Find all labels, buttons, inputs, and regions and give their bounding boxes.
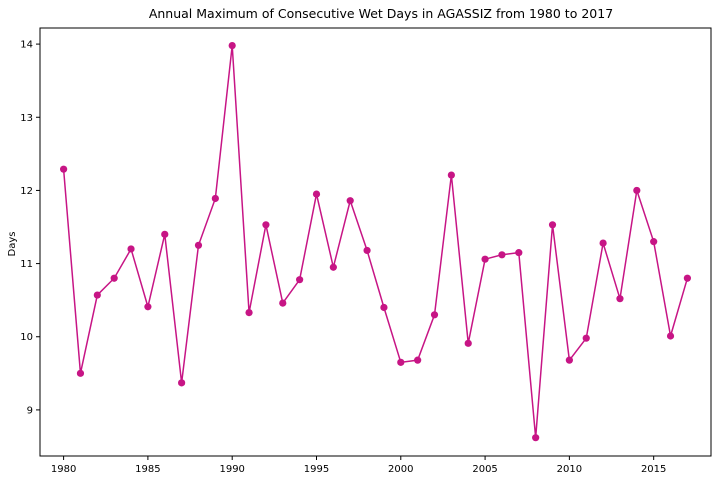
data-point (498, 251, 506, 259)
x-tick-label: 1985 (135, 464, 160, 475)
series-line (62, 45, 689, 438)
data-point (312, 190, 321, 198)
data-point (363, 246, 371, 255)
y-tick-label: 10 (20, 332, 33, 343)
data-point (211, 194, 219, 203)
data-point (548, 221, 557, 229)
y-axis-label: Days (7, 232, 18, 257)
data-point (178, 379, 186, 387)
x-axis-ticks: 1980 1985 1990 1995 2000 2005 2010 2015 (51, 456, 666, 475)
data-point (565, 356, 573, 364)
y-tick-label: 9 (27, 405, 33, 416)
data-point (144, 303, 152, 311)
data-point (464, 339, 472, 347)
data-point (515, 249, 523, 257)
chart-title: Annual Maximum of Consecutive Wet Days i… (149, 6, 613, 21)
data-point (76, 369, 85, 377)
data-point (296, 276, 304, 284)
data-point (110, 274, 118, 282)
y-tick-label: 13 (20, 113, 33, 124)
data-point (329, 263, 337, 271)
data-point (245, 309, 253, 317)
data-point (161, 230, 169, 238)
data-point (582, 334, 590, 342)
data-point (380, 303, 388, 312)
x-tick-label: 2010 (557, 464, 582, 475)
x-tick-label: 2000 (388, 464, 413, 475)
data-point (228, 41, 236, 50)
y-tick-label: 11 (20, 259, 33, 270)
plot-frame (39, 27, 712, 457)
data-point (650, 238, 658, 246)
y-tick-label: 14 (20, 40, 33, 51)
data-point (127, 245, 135, 253)
data-point (683, 274, 691, 282)
y-tick-label: 12 (20, 186, 33, 197)
data-point (633, 186, 641, 195)
data-point (666, 332, 675, 340)
data-point (279, 299, 287, 307)
data-point (60, 165, 68, 173)
x-tick-label: 1995 (304, 464, 329, 475)
data-point (532, 434, 540, 442)
series-days (60, 41, 691, 442)
data-point (262, 221, 270, 229)
data-point (481, 255, 489, 263)
x-tick-label: 1990 (219, 464, 244, 475)
data-point (194, 241, 203, 249)
data-point (430, 311, 439, 319)
data-point (397, 358, 405, 366)
data-point (93, 291, 101, 299)
x-tick-label: 2015 (641, 464, 666, 475)
data-point (447, 171, 455, 179)
x-tick-label: 2005 (472, 464, 497, 475)
x-tick-label: 1980 (51, 464, 76, 475)
y-axis-ticks: 9 10 11 12 13 14 (20, 40, 40, 416)
data-point (616, 295, 624, 303)
data-point (414, 356, 422, 364)
data-point (599, 239, 607, 247)
data-point (346, 197, 354, 205)
